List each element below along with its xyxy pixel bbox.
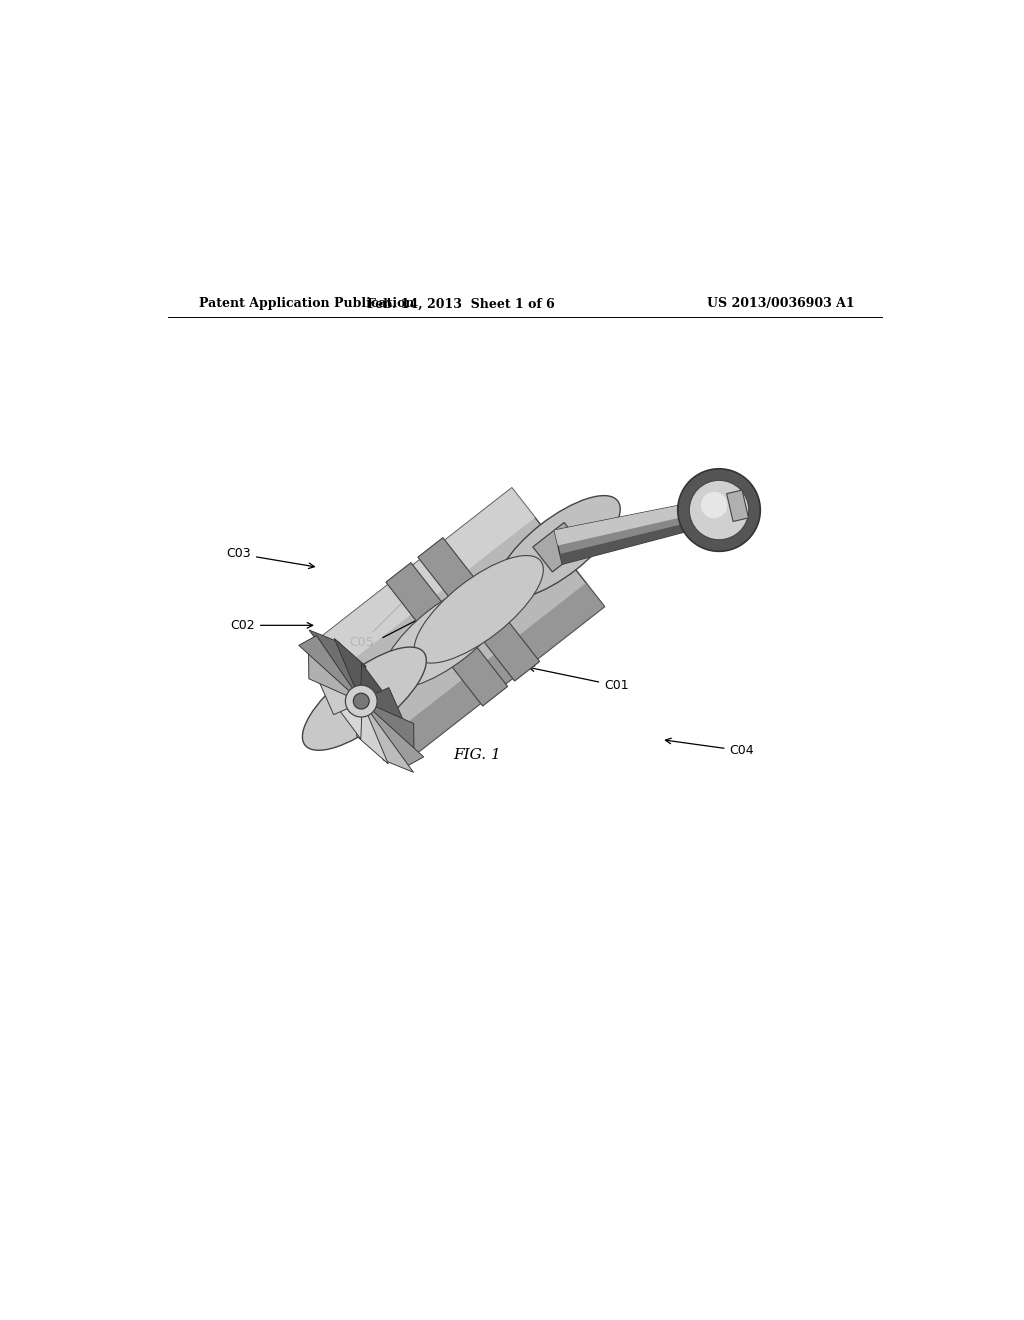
Circle shape xyxy=(678,469,760,552)
Text: C03: C03 xyxy=(226,548,314,569)
Polygon shape xyxy=(560,517,714,564)
Polygon shape xyxy=(532,523,584,572)
Polygon shape xyxy=(334,639,366,694)
Polygon shape xyxy=(727,490,749,521)
Ellipse shape xyxy=(382,581,511,688)
Polygon shape xyxy=(554,499,711,545)
Polygon shape xyxy=(309,630,357,690)
Ellipse shape xyxy=(497,495,621,599)
Polygon shape xyxy=(392,583,604,758)
Polygon shape xyxy=(318,488,604,758)
Polygon shape xyxy=(554,499,714,564)
Polygon shape xyxy=(317,678,357,714)
Text: FIG. 1: FIG. 1 xyxy=(454,748,501,763)
Text: C02: C02 xyxy=(230,619,312,632)
Circle shape xyxy=(689,480,749,540)
Text: C04: C04 xyxy=(666,738,754,758)
Polygon shape xyxy=(386,562,508,706)
Circle shape xyxy=(345,685,377,717)
Text: Feb. 14, 2013  Sheet 1 of 6: Feb. 14, 2013 Sheet 1 of 6 xyxy=(368,297,555,310)
Text: US 2013/0036903 A1: US 2013/0036903 A1 xyxy=(707,297,854,310)
Polygon shape xyxy=(299,636,353,693)
Polygon shape xyxy=(337,702,361,739)
Polygon shape xyxy=(366,688,404,723)
Polygon shape xyxy=(308,651,353,698)
Circle shape xyxy=(700,492,727,519)
Text: C05: C05 xyxy=(350,598,407,649)
Ellipse shape xyxy=(302,647,426,750)
Polygon shape xyxy=(356,709,388,764)
Polygon shape xyxy=(318,488,535,669)
Polygon shape xyxy=(418,537,540,681)
Polygon shape xyxy=(360,663,385,700)
Ellipse shape xyxy=(414,556,544,663)
Circle shape xyxy=(353,693,370,709)
Text: Patent Application Publication: Patent Application Publication xyxy=(200,297,415,310)
Polygon shape xyxy=(370,709,424,767)
Polygon shape xyxy=(366,711,414,772)
Polygon shape xyxy=(370,704,414,752)
Text: C01: C01 xyxy=(528,665,629,692)
